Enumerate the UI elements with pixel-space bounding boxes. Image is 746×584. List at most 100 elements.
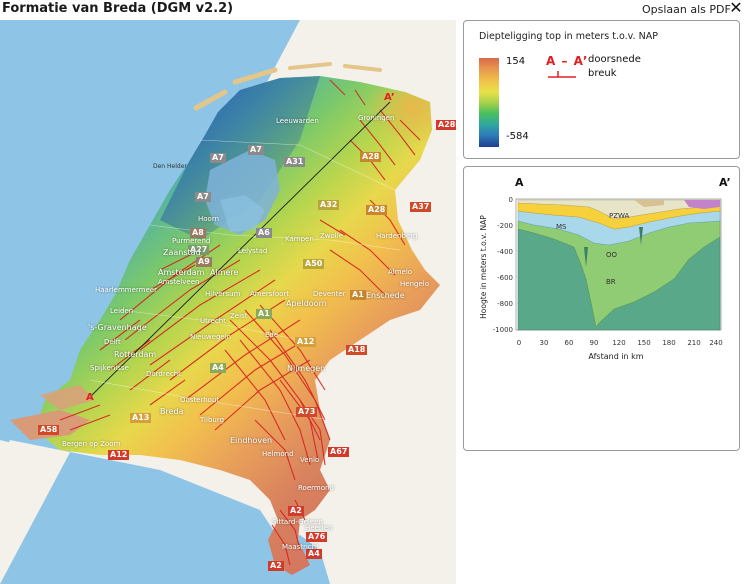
colorbar-max: 154	[506, 56, 526, 67]
place-label: Hardenberg	[376, 232, 418, 240]
city-label: Nijmegen	[287, 364, 326, 373]
place-label: Hoorn	[198, 215, 220, 223]
map-view[interactable]: A A’ A7 A7 A7 A31 A28 A32 A37 A280 A6 A2…	[0, 20, 456, 584]
x-tick: 240	[709, 339, 722, 347]
road-label: A1	[350, 290, 366, 300]
road-label: A67	[328, 447, 350, 457]
place-label: Spijkenisse	[90, 364, 129, 372]
x-tick: 180	[662, 339, 675, 347]
place-label: Leiden	[110, 307, 134, 315]
road-label: A7	[210, 153, 226, 163]
city-label: Enschede	[366, 291, 405, 300]
road-label: A12	[295, 337, 317, 347]
unit-label: MS	[556, 223, 567, 231]
road-label: A4	[210, 363, 226, 373]
section-legend-label: doorsnede	[588, 54, 641, 65]
x-tick: 90	[590, 339, 599, 347]
place-label: Sittard-Geleen	[272, 518, 323, 526]
fault-icon	[548, 71, 576, 78]
road-label: A2	[268, 561, 284, 571]
place-label: Amersfoort	[250, 290, 290, 298]
road-label: A76	[306, 532, 328, 542]
place-label: Hengelo	[400, 280, 429, 288]
x-tick: 150	[637, 339, 650, 347]
place-label: Deventer	[313, 290, 346, 298]
road-label: A280	[436, 120, 456, 130]
fault-legend-label: breuk	[588, 68, 617, 79]
place-label: Maastricht	[282, 543, 319, 551]
section-end-marker: A’	[384, 92, 395, 103]
place-label: Venlo	[300, 456, 320, 464]
road-label: A2	[288, 506, 304, 516]
city-label: Almere	[210, 268, 239, 277]
y-tick: -400	[497, 248, 513, 256]
city-label: Zaanstad	[163, 248, 201, 257]
cross-section-panel: A A’ PZWA MS OO BR 0 -200 -400 -	[463, 166, 740, 451]
place-label: Utrecht	[200, 317, 226, 325]
road-label: A50	[303, 259, 325, 269]
road-label: A27	[188, 245, 210, 255]
road-label: A37	[410, 202, 432, 212]
road-label: A18	[346, 345, 368, 355]
place-label: Groningen	[358, 114, 395, 122]
road-label: A1	[256, 309, 272, 319]
place-label: Tilburg	[200, 416, 225, 424]
city-label: Rotterdam	[114, 350, 157, 359]
section-end-label: A’	[719, 176, 731, 189]
place-label: Hilversum	[205, 290, 241, 298]
section-start-label: A	[515, 176, 524, 189]
road-label: A32	[318, 200, 340, 210]
road-label: A13	[130, 413, 152, 423]
section-symbol: A – A’	[546, 54, 589, 68]
close-icon[interactable]: ✕	[729, 0, 743, 17]
x-tick: 0	[517, 339, 521, 347]
road-label: A73	[296, 407, 318, 417]
y-tick: -1000	[493, 326, 513, 334]
x-tick: 210	[687, 339, 700, 347]
map-canvas	[0, 20, 456, 584]
road-label: A31	[284, 157, 306, 167]
place-label: Lelystad	[238, 247, 268, 255]
legend-title: Diepteligging top in meters t.o.v. NAP	[479, 31, 658, 42]
road-label: A58	[38, 425, 60, 435]
road-label: A6	[256, 228, 272, 238]
header: Formatie van Breda (DGM v2.2) Opslaan al…	[0, 0, 746, 20]
road-label: A7	[248, 145, 264, 155]
depth-colorbar	[479, 58, 499, 147]
place-label: Nieuwegein	[190, 333, 232, 341]
place-label: Helmond	[262, 450, 294, 458]
place-label: Roermond	[298, 484, 334, 492]
place-label: Oosterhout	[180, 396, 220, 404]
y-tick: -200	[497, 222, 513, 230]
y-axis-label: Hoogte in meters t.o.v. NAP	[479, 215, 488, 319]
city-label: Eindhoven	[230, 436, 273, 445]
place-label: Delft	[104, 338, 121, 346]
city-label: Amsterdam	[158, 268, 205, 277]
place-label: Heerlen	[305, 524, 333, 532]
place-label: Leeuwarden	[276, 117, 319, 125]
x-tick: 30	[540, 339, 549, 347]
road-label: A9	[196, 257, 212, 267]
road-label: A7	[195, 192, 211, 202]
road-label: A8	[190, 228, 206, 238]
place-label: Dordrecht	[146, 370, 181, 378]
road-label: A28	[366, 205, 388, 215]
x-tick: 120	[612, 339, 625, 347]
place-label: Amstelveen	[158, 278, 200, 286]
colorbar-min: -584	[506, 131, 529, 142]
place-label: Kampen	[285, 235, 314, 243]
place-label: Zeist	[230, 312, 248, 320]
y-tick: -800	[497, 300, 513, 308]
road-label: A4	[306, 549, 322, 559]
x-axis-label: Afstand in km	[588, 352, 643, 361]
unit-label: BR	[606, 278, 616, 286]
cross-section-chart: A A’ PZWA MS OO BR 0 -200 -400 -	[479, 176, 731, 361]
place-label: Den Helder	[153, 163, 187, 170]
save-pdf-link[interactable]: Opslaan als PDF	[642, 3, 731, 16]
section-start-marker: A	[86, 392, 94, 403]
city-label: 's-Gravenhage	[88, 323, 147, 332]
unit-label: PZWA	[609, 212, 630, 220]
road-label: A12	[108, 450, 130, 460]
x-tick: 60	[565, 339, 574, 347]
place-label: Zwolle	[320, 232, 343, 240]
